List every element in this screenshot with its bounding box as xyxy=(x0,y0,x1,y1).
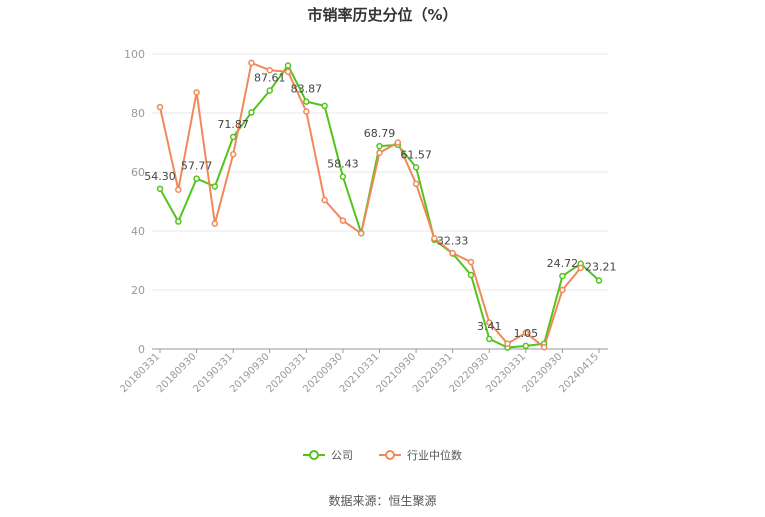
series-point-0 xyxy=(211,183,219,190)
series-point-1 xyxy=(559,286,566,294)
data-label: 32.33 xyxy=(437,235,469,248)
series-point-0 xyxy=(412,164,420,171)
series-point-1 xyxy=(357,230,365,237)
series-point-0 xyxy=(266,87,273,94)
series-point-0 xyxy=(156,185,164,193)
series-point-1 xyxy=(412,180,420,188)
y-tick-label: 100 xyxy=(124,48,145,61)
series-point-1 xyxy=(540,343,548,351)
series-point-1 xyxy=(156,103,164,111)
data-labels: 54.30 57.77 71.87 87.61 83.87 58.43 68.79 61.57… xyxy=(144,72,616,340)
series-point-1 xyxy=(486,319,493,326)
data-label: 71.87 xyxy=(217,118,249,131)
series-point-1 xyxy=(321,196,328,204)
data-label: 83.87 xyxy=(291,83,323,96)
data-label: 57.77 xyxy=(181,160,213,173)
data-label: 24.72 xyxy=(547,257,579,270)
grid-lines xyxy=(152,53,608,291)
series-line-0 xyxy=(159,64,600,349)
series-point-1 xyxy=(229,151,237,158)
series-point-1 xyxy=(303,108,310,115)
data-label: 23.21 xyxy=(585,261,617,274)
series-point-1 xyxy=(449,249,456,257)
series-point-0 xyxy=(376,142,383,150)
series-point-0 xyxy=(595,277,603,284)
y-tick-label: 20 xyxy=(131,284,145,297)
series-point-0 xyxy=(339,173,347,180)
series-point-1 xyxy=(522,329,530,337)
series-point-0 xyxy=(229,133,237,141)
series-point-1 xyxy=(211,220,219,227)
series-point-1 xyxy=(431,235,438,242)
data-label: 61.57 xyxy=(400,148,432,161)
series-point-0 xyxy=(193,175,200,182)
series-point-1 xyxy=(248,59,255,67)
legend-swatch-company xyxy=(303,449,325,461)
data-label: 87.61 xyxy=(254,72,286,85)
data-label: 68.79 xyxy=(364,127,396,140)
chart-title: 市销率历史分位（%） xyxy=(307,6,458,24)
series-layer xyxy=(156,59,603,351)
series-point-1 xyxy=(577,264,584,272)
series-point-0 xyxy=(284,62,292,69)
series-point-1 xyxy=(467,258,475,266)
legend: 公司 行业中位数 xyxy=(0,447,765,463)
data-label: 54.30 xyxy=(144,170,176,183)
series-point-0 xyxy=(522,342,530,350)
data-label: 1.05 xyxy=(514,327,539,340)
legend-swatch-industry-median xyxy=(379,449,401,461)
legend-label-company: 公司 xyxy=(331,449,353,462)
legend-label-industry-median: 行业中位数 xyxy=(407,449,462,462)
legend-item-company[interactable]: 公司 xyxy=(303,447,353,463)
series-point-0 xyxy=(559,272,566,280)
series-point-1 xyxy=(193,89,200,96)
series-point-1 xyxy=(394,139,402,146)
series-point-0 xyxy=(248,109,255,116)
data-label: 58.43 xyxy=(327,158,359,171)
series-point-1 xyxy=(266,66,273,74)
series-point-1 xyxy=(339,217,347,224)
series-point-0 xyxy=(175,218,182,225)
series-point-0 xyxy=(486,335,493,343)
series-point-1 xyxy=(175,186,182,193)
y-tick-label: 0 xyxy=(138,343,145,356)
series-point-0 xyxy=(321,102,328,110)
data-source: 数据来源：恒生聚源 xyxy=(328,494,437,508)
series-point-1 xyxy=(284,68,292,75)
x-tick-label: 20240415 xyxy=(557,351,601,395)
y-tick-label: 40 xyxy=(131,225,145,238)
series-line-1 xyxy=(159,61,582,349)
series-point-1 xyxy=(376,149,383,157)
series-point-0 xyxy=(467,271,475,279)
series-point-1 xyxy=(504,340,511,347)
y-tick-label: 60 xyxy=(131,166,145,179)
y-tick-label: 80 xyxy=(131,107,145,120)
series-point-0 xyxy=(303,98,310,105)
data-label: 3.41 xyxy=(477,320,502,333)
legend-item-industry-median[interactable]: 行业中位数 xyxy=(379,447,462,463)
